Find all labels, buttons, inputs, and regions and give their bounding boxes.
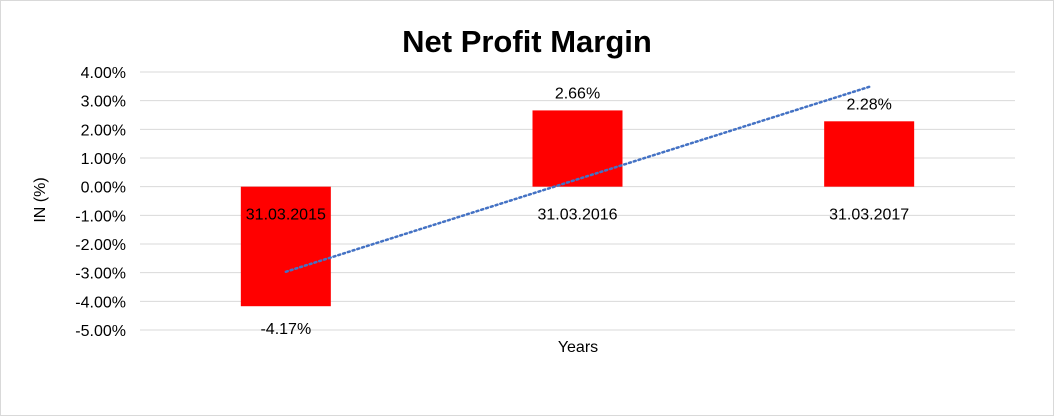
chart-title: Net Profit Margin (402, 24, 652, 59)
y-tick-label: -2.00% (75, 237, 126, 254)
bar-31.03.2015 (240, 186, 331, 307)
y-tick-label: 4.00% (81, 65, 126, 82)
y-tick-label: -4.00% (75, 294, 126, 311)
data-labels: -4.17% 2.66% 2.28% (260, 85, 891, 338)
bar-31.03.2017 (824, 121, 915, 187)
category-label: 31.03.2016 (537, 207, 617, 224)
data-label: 2.28% (846, 96, 891, 113)
trendline (284, 85, 871, 274)
y-tick-label: 0.00% (81, 180, 126, 197)
y-tick-label: 1.00% (81, 151, 126, 168)
bars (240, 110, 915, 307)
category-labels: 31.03.2015 31.03.2016 31.03.2017 (246, 207, 910, 224)
category-label: 31.03.2017 (829, 207, 909, 224)
y-tick-label: -5.00% (75, 323, 126, 340)
trendline-group (284, 85, 871, 274)
y-tick-label: 3.00% (81, 94, 126, 111)
bar-31.03.2016 (532, 110, 623, 187)
y-axis-title: IN (%) (32, 177, 49, 222)
y-tick-label: -3.00% (75, 266, 126, 283)
y-tick-label: -1.00% (75, 208, 126, 225)
y-axis-ticks: 4.00% 3.00% 2.00% 1.00% 0.00% -1.00% -2.00% -3.… (75, 65, 126, 340)
data-label: -4.17% (260, 321, 311, 338)
y-tick-label: 2.00% (81, 122, 126, 139)
x-axis-title: Years (558, 339, 598, 356)
category-label: 31.03.2015 (246, 207, 326, 224)
data-label: 2.66% (555, 85, 600, 102)
